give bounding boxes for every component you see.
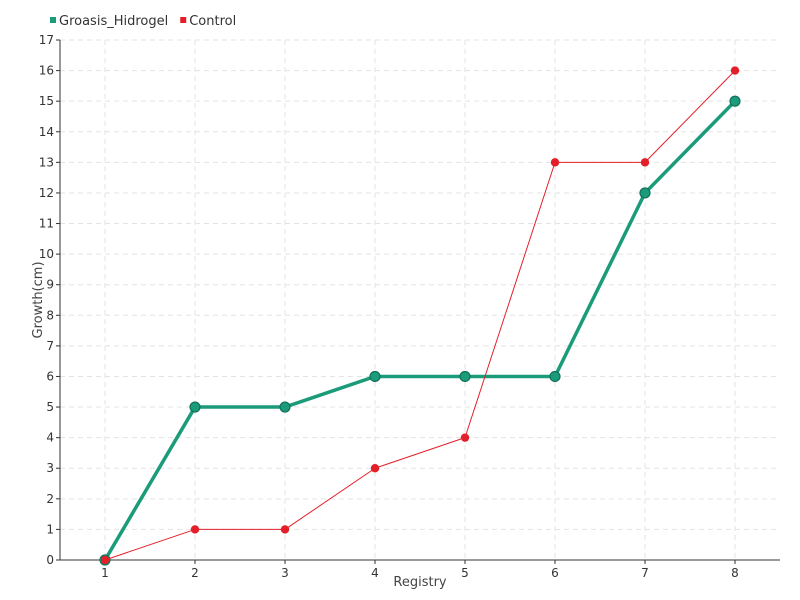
data-point [549, 370, 561, 383]
x-tick-label: 7 [641, 566, 649, 580]
x-tick-label: 2 [191, 566, 199, 580]
y-tick-label: 6 [46, 369, 54, 383]
y-tick-label: 4 [46, 431, 54, 445]
data-point [190, 525, 200, 534]
x-tick-label: 4 [371, 566, 379, 580]
legend-label: Groasis_Hidrogel [59, 14, 168, 29]
y-axis-title: Growth(cm) [31, 261, 46, 338]
series-line [103, 99, 737, 561]
x-tick-label: 3 [281, 566, 289, 580]
data-point [369, 370, 381, 383]
series-line [104, 70, 736, 561]
y-tick-label: 7 [46, 339, 54, 353]
data-point [100, 555, 110, 565]
data-point [370, 464, 380, 473]
y-tick-label: 3 [46, 461, 54, 475]
series-groasis-hidrogel [99, 95, 741, 566]
data-point [280, 525, 290, 534]
legend: Groasis_Hidrogel Control [50, 14, 236, 29]
data-point [729, 95, 741, 107]
y-tick-label: 1 [46, 522, 54, 536]
data-point [550, 158, 560, 167]
series-lines [99, 66, 741, 566]
axes [56, 39, 780, 564]
y-tick-label: 5 [46, 400, 54, 414]
legend-swatch [50, 17, 56, 23]
legend-swatch [180, 17, 187, 23]
x-tick-label: 8 [731, 566, 739, 580]
legend-item[interactable]: Control [180, 14, 236, 29]
x-tick-label: 5 [461, 566, 469, 580]
y-tick-label: 16 [39, 64, 54, 78]
x-tick-label: 1 [101, 566, 109, 580]
y-tick-label: 9 [46, 278, 54, 292]
grid [60, 39, 780, 560]
data-point [639, 187, 651, 199]
data-point [459, 370, 471, 383]
legend-label: Control [189, 14, 236, 29]
data-point [730, 66, 740, 75]
data-point [189, 401, 201, 413]
y-tick-label: 17 [39, 33, 54, 47]
x-axis-title: Registry [393, 575, 447, 590]
y-tick-label: 10 [39, 247, 54, 261]
data-point [460, 433, 470, 442]
series-control [100, 66, 740, 565]
y-tick-label: 11 [39, 217, 54, 231]
y-tick-label: 13 [39, 155, 54, 169]
data-point [279, 401, 291, 413]
x-tick-label: 6 [551, 566, 559, 580]
y-tick-label: 2 [46, 492, 54, 506]
data-point [640, 158, 650, 167]
y-tick-label: 8 [46, 308, 54, 322]
x-axis-tick-labels: 1 2 3 4 5 6 7 8 [101, 566, 739, 580]
y-tick-label: 12 [39, 186, 54, 200]
legend-item[interactable]: Groasis_Hidrogel [50, 14, 168, 29]
y-tick-label: 0 [46, 553, 54, 567]
y-tick-label: 15 [39, 94, 54, 108]
y-tick-label: 14 [39, 125, 54, 139]
